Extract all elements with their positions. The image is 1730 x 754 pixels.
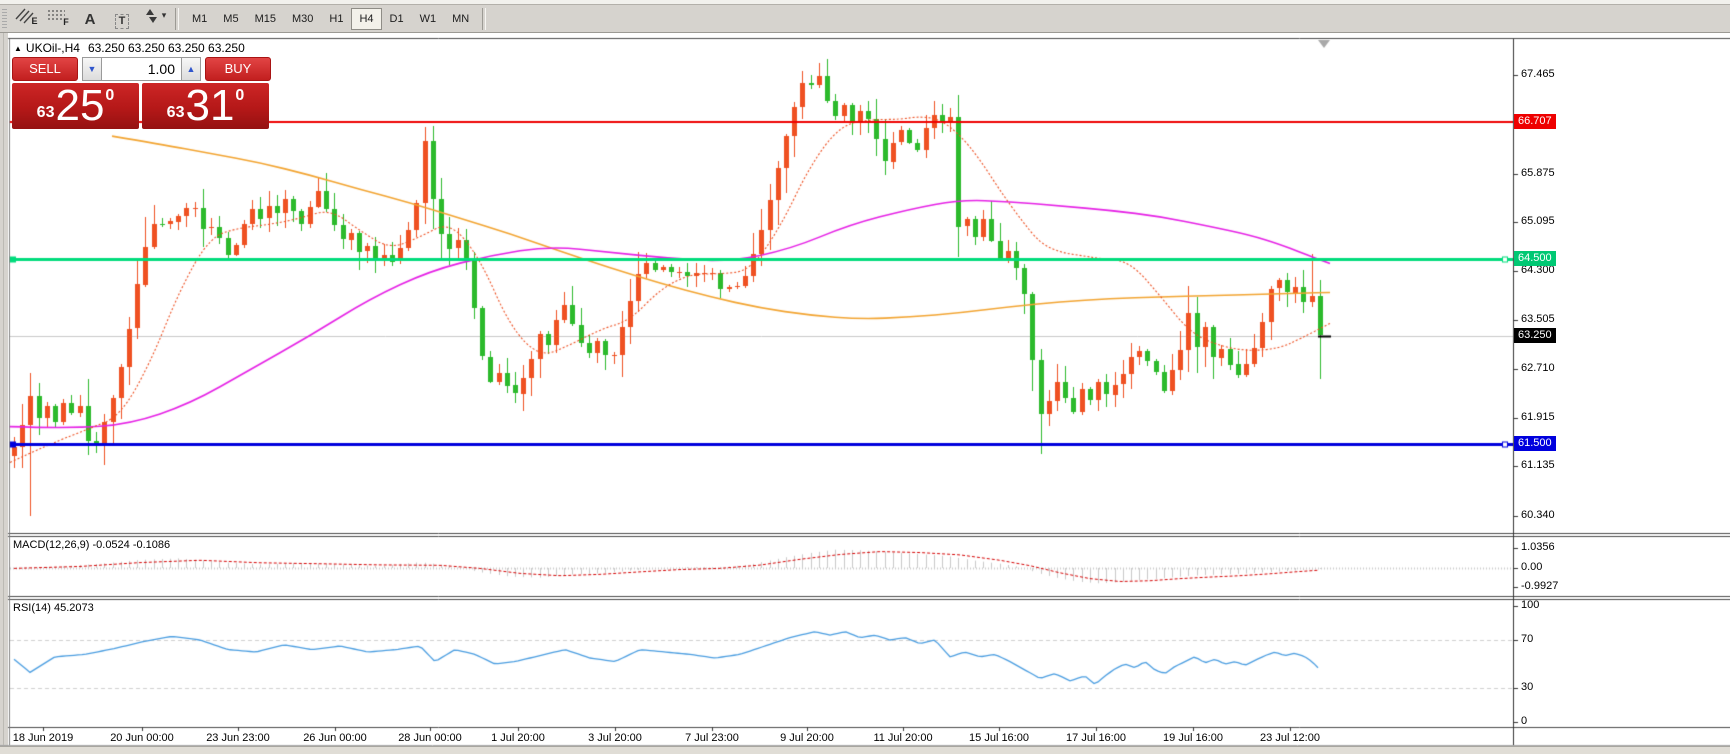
buy-price-box[interactable]: 63 31 0 bbox=[142, 83, 269, 129]
volume-stepper: ▼ ▲ bbox=[82, 57, 201, 81]
chevron-down-icon: ▼ bbox=[87, 64, 97, 74]
chart-title: ▲ UKOil-,H4 63.250 63.250 63.250 63.250 bbox=[14, 41, 245, 55]
sell-price-point: 0 bbox=[105, 87, 115, 104]
sell-price-pips: 25 bbox=[55, 81, 105, 130]
buy-price-major: 63 bbox=[166, 104, 185, 121]
window-frame-edge bbox=[3, 33, 4, 745]
buy-price-point: 0 bbox=[235, 87, 245, 104]
sell-price-box[interactable]: 63 25 0 bbox=[12, 83, 139, 129]
sell-button[interactable]: SELL bbox=[12, 57, 78, 81]
buy-button[interactable]: BUY bbox=[205, 57, 271, 81]
volume-decrease-button[interactable]: ▼ bbox=[82, 57, 102, 81]
volume-increase-button[interactable]: ▲ bbox=[181, 57, 201, 81]
buy-price-pips: 31 bbox=[185, 81, 235, 130]
chevron-up-icon: ▲ bbox=[186, 64, 196, 74]
sell-price-major: 63 bbox=[36, 104, 55, 121]
volume-input[interactable] bbox=[102, 57, 181, 81]
collapse-triangle-icon[interactable]: ▲ bbox=[14, 44, 22, 53]
bottom-scrollbar[interactable] bbox=[0, 746, 1730, 754]
chart-ohlc-quotes: 63.250 63.250 63.250 63.250 bbox=[87, 41, 245, 55]
chart-symbol-period: UKOil-,H4 bbox=[25, 41, 80, 55]
